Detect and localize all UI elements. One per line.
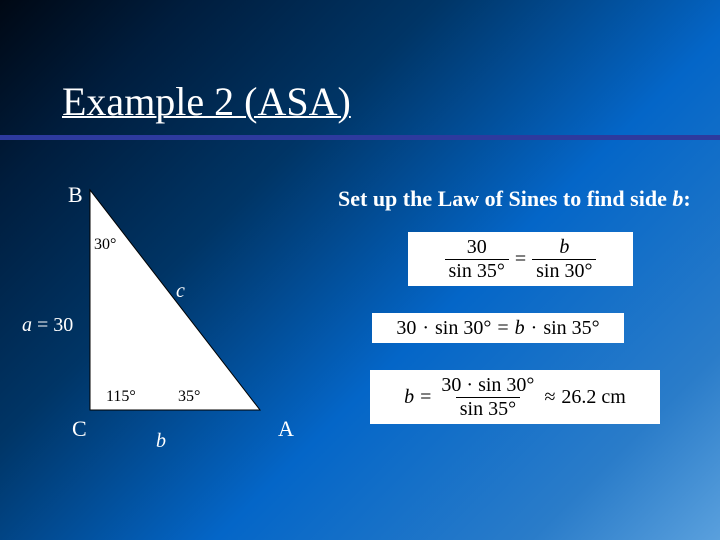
- prompt-text: Set up the Law of Sines to find side b:: [338, 186, 691, 212]
- eq2-rhs-a: b: [515, 317, 525, 340]
- side-a-label: a = 30: [22, 314, 73, 337]
- vertex-b: B: [68, 182, 83, 208]
- angle-c: 115°: [106, 388, 136, 406]
- equation-2: 30 · sin 30° = b · sin 35°: [372, 313, 624, 343]
- eq3-approx: 26.2 cm: [561, 386, 625, 409]
- eq1-lhs-den: sin 35°: [445, 259, 509, 283]
- title-underline: [0, 135, 720, 140]
- side-b-label: b: [156, 430, 166, 453]
- angle-a: 35°: [178, 388, 200, 406]
- eq1-rhs-den: sin 30°: [532, 259, 596, 283]
- prompt-prefix: Set up the Law of Sines to find side: [338, 186, 672, 211]
- side-c-label: c: [176, 280, 185, 303]
- vertex-c: C: [72, 416, 87, 442]
- vertex-a: A: [278, 416, 294, 442]
- approx-sign: ≈: [544, 386, 555, 409]
- equation-1: 30 sin 35° = b sin 30°: [408, 232, 633, 286]
- dot-operator: ·: [422, 317, 429, 340]
- eq3-num-b: sin 30°: [478, 374, 534, 396]
- prompt-suffix: :: [683, 186, 690, 211]
- eq2-lhs-b: sin 30°: [435, 317, 491, 340]
- eq2-lhs-a: 30: [396, 317, 416, 340]
- equals-sign: =: [420, 386, 431, 409]
- eq2-rhs-b: sin 35°: [543, 317, 599, 340]
- eq1-rhs-num: b: [555, 236, 573, 259]
- triangle-diagram: B C A 30° 115° 35° a = 30 b c: [60, 180, 320, 450]
- eq3-lhs-var: b: [404, 386, 414, 409]
- dot-operator: ·: [466, 374, 473, 396]
- slide-title: Example 2 (ASA): [62, 78, 351, 125]
- equation-3: b = 30 · sin 30° sin 35° ≈ 26.2 cm: [370, 370, 660, 424]
- eq3-num-a: 30: [441, 374, 461, 396]
- equals-sign: =: [515, 248, 526, 271]
- prompt-var: b: [672, 186, 683, 211]
- equals-sign: =: [497, 317, 508, 340]
- angle-b: 30°: [94, 236, 116, 254]
- eq1-lhs-num: 30: [463, 236, 491, 259]
- triangle-shape: [90, 190, 260, 410]
- eq3-den: sin 35°: [456, 397, 520, 421]
- dot-operator: ·: [531, 317, 538, 340]
